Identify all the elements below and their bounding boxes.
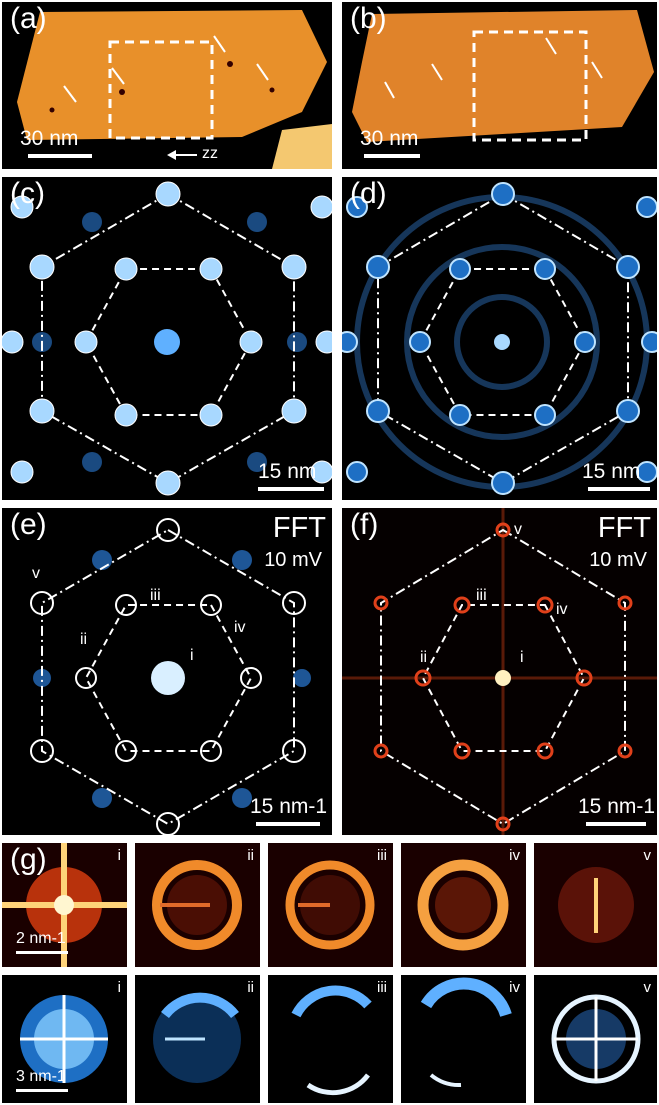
- g-top-label-iii: iii: [377, 847, 387, 864]
- g-top-tile-i: (g) i 2 nm-1: [2, 843, 127, 967]
- g-bottom-tile-iii: iii: [268, 975, 393, 1103]
- g-top-tile-iv: iv: [401, 843, 526, 967]
- fft-experiment-image-f: [342, 508, 657, 835]
- g-bottom-tile-v: v: [534, 975, 657, 1103]
- scale-bar-d: [588, 487, 650, 491]
- bias-label-e: 10 mV: [264, 549, 322, 571]
- scale-bar-f: [586, 822, 646, 826]
- scale-text-f: 15 nm-1: [578, 795, 656, 818]
- topography-image-b: [352, 10, 654, 142]
- scale-bar-b: [364, 154, 420, 158]
- scale-bar-e: [256, 822, 320, 826]
- g-bottom-tile-ii: ii: [135, 975, 260, 1103]
- scale-text-c: 15 nm: [258, 460, 317, 483]
- panel-label-g: (g): [10, 843, 47, 876]
- panel-a: (a) 30 nm zz: [2, 2, 332, 169]
- scale-bar-c: [258, 487, 324, 491]
- panel-d: (d) 15 nm: [342, 177, 657, 500]
- marker-iii-e: iii: [150, 587, 161, 604]
- g-top-tile-iii: iii: [268, 843, 393, 967]
- fft-simulation-image-e: [30, 518, 311, 835]
- g-top-tile-v: v: [534, 843, 657, 967]
- marker-iv-e: iv: [234, 619, 246, 636]
- panel-c: (c) 15 nm: [2, 177, 332, 500]
- marker-ii-e: ii: [80, 631, 88, 648]
- scale-text-g-bottom: 3 nm-1: [16, 1068, 66, 1085]
- marker-v-e: v: [32, 565, 40, 582]
- marker-i-f: i: [520, 649, 524, 666]
- scale-bar-g-bottom: [16, 1089, 68, 1092]
- g-bottom-label-ii: ii: [247, 979, 254, 996]
- fft-title-e: FFT: [272, 512, 326, 544]
- scale-bar-a: [28, 154, 92, 158]
- g-top-label-v: v: [643, 847, 652, 864]
- g-bottom-label-iv: iv: [509, 979, 520, 996]
- g-top-label-i: i: [117, 847, 121, 864]
- g-top-label-iv: iv: [509, 847, 520, 864]
- marker-v-f: v: [514, 521, 522, 538]
- panel-f: (f) FFT 10 mV i ii iii iv v 15 nm-1: [342, 508, 657, 835]
- scale-text-e: 15 nm-1: [250, 795, 328, 818]
- marker-iii-f: iii: [476, 587, 487, 604]
- panel-label-e: (e): [10, 508, 47, 541]
- panel-label-d: (d): [350, 177, 387, 210]
- g-top-tile-ii: ii: [135, 843, 260, 967]
- g-bottom-label-iii: iii: [377, 979, 387, 996]
- panel-label-f: (f): [350, 508, 379, 541]
- simulation-image-d: [342, 182, 657, 495]
- panel-label-a: (a): [10, 2, 47, 35]
- panel-label-c: (c): [10, 177, 45, 210]
- g-bottom-tile-i: i 3 nm-1: [2, 975, 127, 1103]
- g-top-label-ii: ii: [247, 847, 254, 864]
- marker-ii-f: ii: [420, 649, 428, 666]
- marker-i-e: i: [190, 647, 194, 664]
- scale-text-g-top: 2 nm-1: [16, 930, 66, 947]
- scale-text-b: 30 nm: [360, 127, 419, 150]
- g-bottom-label-v: v: [643, 979, 652, 996]
- g-bottom-label-i: i: [117, 979, 121, 996]
- simulation-image-c: [2, 181, 332, 496]
- scale-text-d: 15 nm: [582, 460, 641, 483]
- fft-title-f: FFT: [597, 512, 651, 544]
- marker-iv-f: iv: [556, 601, 568, 618]
- scale-bar-g-top: [16, 951, 68, 954]
- topography-image-a: [17, 10, 332, 169]
- g-bottom-tile-iv: iv: [401, 975, 526, 1103]
- panel-e: (e) FFT 10 mV i ii iii iv v 15 nm-1: [2, 508, 332, 835]
- zigzag-direction-label: zz: [202, 145, 218, 162]
- panel-b: (b) 30 nm: [342, 2, 657, 169]
- panel-label-b: (b): [350, 2, 387, 35]
- scale-text-a: 30 nm: [20, 127, 79, 150]
- bias-label-f: 10 mV: [589, 549, 647, 571]
